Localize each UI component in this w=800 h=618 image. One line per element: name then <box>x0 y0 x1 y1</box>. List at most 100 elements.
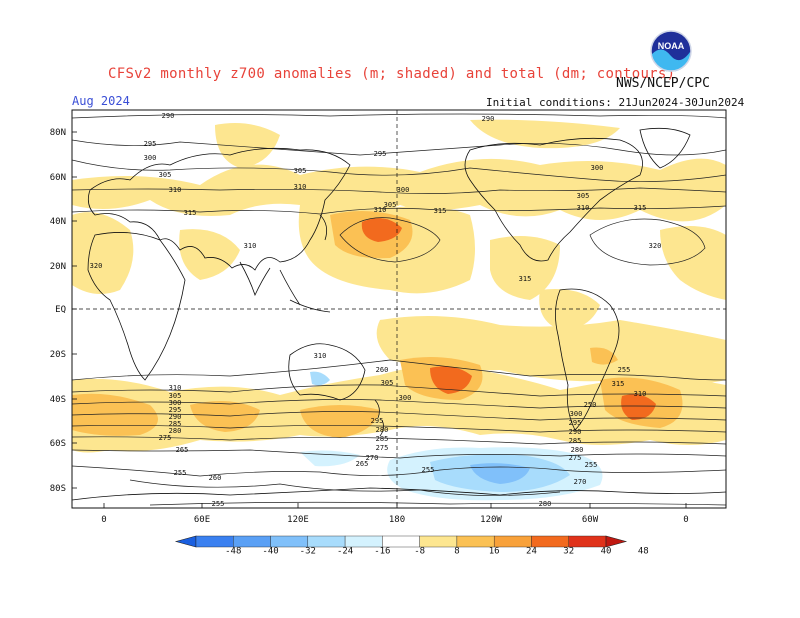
lon-label: 0 <box>101 515 106 525</box>
contour-label: 300 <box>169 399 182 407</box>
contour-label: 310 <box>169 384 182 392</box>
contour-label: 295 <box>371 417 384 425</box>
colorbar-label: 16 <box>489 547 500 557</box>
colorbar-label: 40 <box>601 547 612 557</box>
height-contours <box>72 113 726 506</box>
contour-label: 300 <box>591 164 604 172</box>
contour-label: 305 <box>577 192 590 200</box>
latitude-labels: 80N 60N 40N 20N EQ 20S 40S 60S 80S <box>50 128 77 494</box>
contour-label: 305 <box>294 167 307 175</box>
contour-label: 310 <box>634 390 647 398</box>
contour-label: 310 <box>314 352 327 360</box>
contour-label: 280 <box>169 427 182 435</box>
contour-label: 315 <box>612 380 625 388</box>
contour-label: 275 <box>569 454 582 462</box>
colorbar-label: -24 <box>337 547 353 557</box>
contour-label: 270 <box>366 454 379 462</box>
contour-label: 315 <box>184 209 197 217</box>
contour-label: 285 <box>376 435 389 443</box>
lat-label: 20S <box>50 350 66 360</box>
contour-label: 300 <box>570 410 583 418</box>
colorbar-label: 8 <box>454 547 459 557</box>
colorbar-segment <box>344 535 383 548</box>
contour-label: 320 <box>649 242 662 250</box>
contour-value-labels: 2902953003053103153203103003052953103053… <box>90 112 662 508</box>
contour-label: 260 <box>209 474 222 482</box>
colorbar-segment <box>307 535 346 548</box>
contour-label: 250 <box>584 401 597 409</box>
contour-label: 255 <box>618 366 631 374</box>
chart-title: CFSv2 monthly z700 anomalies (m; shaded)… <box>108 66 676 82</box>
colorbar-segment <box>419 535 458 548</box>
lat-label: 40S <box>50 395 66 405</box>
contour-label: 300 <box>144 154 157 162</box>
colorbar-label: 48 <box>638 547 649 557</box>
colorbar-label: 24 <box>526 547 537 557</box>
contour-label: 295 <box>374 150 387 158</box>
colorbar-label: -48 <box>225 547 241 557</box>
lat-label: 80S <box>50 484 66 494</box>
longitude-labels: 0 60E 120E 180 120W 60W 0 <box>101 503 689 525</box>
contour-label: 305 <box>169 392 182 400</box>
initial-conditions: Initial conditions: 21Jun2024-30Jun2024 <box>486 96 745 109</box>
contour-label: 315 <box>434 207 447 215</box>
colorbar-label: -32 <box>300 547 316 557</box>
noaa-logo-icon: NOAA <box>650 30 692 72</box>
colorbar-segment <box>531 535 569 548</box>
colorbar-segment <box>270 535 309 548</box>
contour-label: 310 <box>294 183 307 191</box>
contour-label: 280 <box>376 426 389 434</box>
contour-label: 280 <box>571 446 584 454</box>
colorbar-label: 32 <box>563 547 574 557</box>
contour-label: 275 <box>376 444 389 452</box>
contour-label: 285 <box>569 437 582 445</box>
colorbar-segment <box>233 535 271 548</box>
contour-label: 260 <box>376 366 389 374</box>
lon-label: 0 <box>683 515 688 525</box>
contour-label: 265 <box>356 460 369 468</box>
contour-label: 290 <box>569 428 582 436</box>
colorbar-segment <box>568 535 607 548</box>
contour-label: 310 <box>374 206 387 214</box>
lon-label: 180 <box>389 515 405 525</box>
contour-label: 300 <box>399 394 412 402</box>
contour-label: 290 <box>482 115 495 123</box>
colorbar-arrow-right <box>605 535 628 548</box>
contour-label: 290 <box>162 112 175 120</box>
contour-label: 275 <box>159 434 172 442</box>
lat-label: 80N <box>50 128 66 138</box>
contour-label: 295 <box>144 140 157 148</box>
colorbar: -48 -40 -32 -24 -16 -8 8 16 24 32 40 48 <box>174 535 649 557</box>
agency-label: NWS/NCEP/CPC <box>616 76 710 91</box>
lon-label: 120E <box>287 515 309 525</box>
contour-label: 315 <box>634 204 647 212</box>
contour-label: 310 <box>577 204 590 212</box>
colorbar-label: -16 <box>374 547 390 557</box>
lat-label: 60S <box>50 439 66 449</box>
contour-label: 315 <box>519 275 532 283</box>
lon-label: 120W <box>480 515 502 525</box>
contour-label: 290 <box>169 413 182 421</box>
colorbar-segment <box>456 535 495 548</box>
colorbar-label: -8 <box>414 547 425 557</box>
contour-label: 255 <box>422 466 435 474</box>
contour-label: 295 <box>169 406 182 414</box>
contour-label: 305 <box>384 201 397 209</box>
contour-label: 255 <box>585 461 598 469</box>
contour-label: 300 <box>397 186 410 194</box>
colorbar-label: -40 <box>262 547 278 557</box>
contour-label: 310 <box>169 186 182 194</box>
contour-label: 265 <box>176 446 189 454</box>
lat-label: EQ <box>55 305 66 315</box>
contour-label: 285 <box>169 420 182 428</box>
contour-label: 295 <box>569 419 582 427</box>
lon-label: 60E <box>194 515 210 525</box>
lat-label: 60N <box>50 173 66 183</box>
contour-label: 305 <box>159 171 172 179</box>
contour-label: 255 <box>212 500 225 508</box>
lat-label: 20N <box>50 262 66 272</box>
contour-label: 255 <box>174 469 187 477</box>
svg-text:NOAA: NOAA <box>658 41 685 51</box>
colorbar-segment <box>195 535 234 548</box>
